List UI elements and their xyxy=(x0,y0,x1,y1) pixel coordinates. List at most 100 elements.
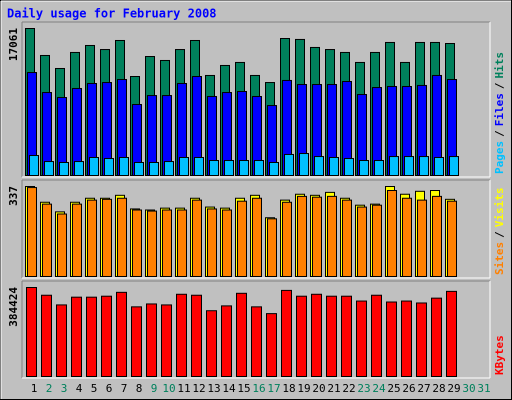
bar xyxy=(56,304,67,377)
legend-entry: Pages xyxy=(493,141,506,174)
bar xyxy=(341,295,352,378)
bar xyxy=(179,156,189,176)
bar xyxy=(101,295,112,378)
bar xyxy=(74,161,84,177)
bar xyxy=(404,156,414,177)
bar xyxy=(89,156,99,176)
x-tick-label: 20 xyxy=(312,382,325,395)
bar xyxy=(87,199,97,277)
bar xyxy=(417,199,427,277)
bar xyxy=(329,156,339,176)
x-tick-label: 19 xyxy=(297,382,310,395)
x-tick-label: 15 xyxy=(237,382,250,395)
legend-entry: Hits xyxy=(493,52,506,79)
bar xyxy=(251,306,262,378)
legend: Pages / Files / Hits xyxy=(493,52,506,174)
legend-entry: Files xyxy=(493,93,506,126)
x-tick-label: 12 xyxy=(192,382,205,395)
x-tick-label: 24 xyxy=(372,382,386,395)
x-tick-label: 17 xyxy=(267,382,280,395)
x-tick-label: 28 xyxy=(432,382,445,395)
x-tick-label: 1 xyxy=(31,382,38,395)
bar xyxy=(102,198,112,277)
y-max-label: 337 xyxy=(7,186,20,206)
bar xyxy=(312,196,322,277)
bar xyxy=(147,210,157,277)
x-tick-label: 30 xyxy=(462,382,475,395)
bar xyxy=(146,303,157,378)
bar xyxy=(221,305,232,377)
bar xyxy=(86,296,97,378)
x-tick-label: 3 xyxy=(61,382,68,395)
bar xyxy=(446,290,457,377)
bar xyxy=(434,156,444,176)
x-tick-label: 22 xyxy=(342,382,355,395)
bar xyxy=(117,197,127,278)
legend-entry: Visits xyxy=(493,188,506,228)
legend-separator: / xyxy=(493,231,506,238)
bar xyxy=(419,156,429,177)
bar xyxy=(224,160,234,177)
x-tick-label: 25 xyxy=(387,382,400,395)
bar xyxy=(416,302,427,378)
bar xyxy=(401,300,412,377)
x-tick-label: 21 xyxy=(327,382,340,395)
bar xyxy=(177,209,187,277)
legend: KBytes xyxy=(493,335,506,375)
bar xyxy=(72,203,82,277)
bar xyxy=(44,161,54,177)
x-tick-label: 2 xyxy=(46,382,53,395)
bar xyxy=(314,156,324,177)
chart-title: Daily usage for February 2008 xyxy=(7,7,217,21)
bar xyxy=(236,292,247,378)
bar xyxy=(282,201,292,278)
bar xyxy=(149,161,159,176)
x-tick-label: 29 xyxy=(447,382,460,395)
x-tick-label: 7 xyxy=(121,382,128,395)
x-tick-label: 6 xyxy=(106,382,113,395)
bar xyxy=(131,306,142,378)
bar xyxy=(119,156,129,176)
bar xyxy=(432,195,442,277)
bar xyxy=(267,218,277,278)
legend-separator: / xyxy=(493,82,506,89)
bar xyxy=(71,296,82,378)
legend-entry: Sites xyxy=(493,242,506,275)
bar xyxy=(42,203,52,277)
bar xyxy=(297,195,307,277)
bar xyxy=(402,197,412,278)
bar xyxy=(357,206,367,277)
bar xyxy=(449,156,459,177)
bar xyxy=(299,153,309,177)
bar xyxy=(41,294,52,377)
bar xyxy=(296,295,307,378)
bar xyxy=(164,161,174,177)
bar xyxy=(389,156,399,177)
bar xyxy=(371,294,382,377)
bar xyxy=(374,160,384,177)
x-tick-label: 16 xyxy=(252,382,265,395)
x-tick-label: 4 xyxy=(76,382,83,395)
bar xyxy=(311,293,322,377)
bar xyxy=(161,304,172,377)
bar xyxy=(344,158,354,176)
bar xyxy=(134,161,144,176)
bar xyxy=(327,195,337,277)
bar xyxy=(252,197,262,278)
x-tick-label: 5 xyxy=(91,382,98,395)
bar xyxy=(26,287,37,377)
x-tick-label: 11 xyxy=(177,382,190,395)
legend: Sites / Visits xyxy=(493,188,506,276)
x-tick-label: 26 xyxy=(402,382,415,395)
bar xyxy=(237,200,247,277)
bar xyxy=(192,199,202,277)
bar xyxy=(29,155,39,176)
x-tick-label: 8 xyxy=(136,382,143,395)
x-tick-label: 10 xyxy=(162,382,175,395)
bar xyxy=(209,160,219,177)
x-tick-label: 27 xyxy=(417,382,430,395)
bar xyxy=(57,213,67,277)
bar xyxy=(162,209,172,277)
bar xyxy=(284,153,294,176)
